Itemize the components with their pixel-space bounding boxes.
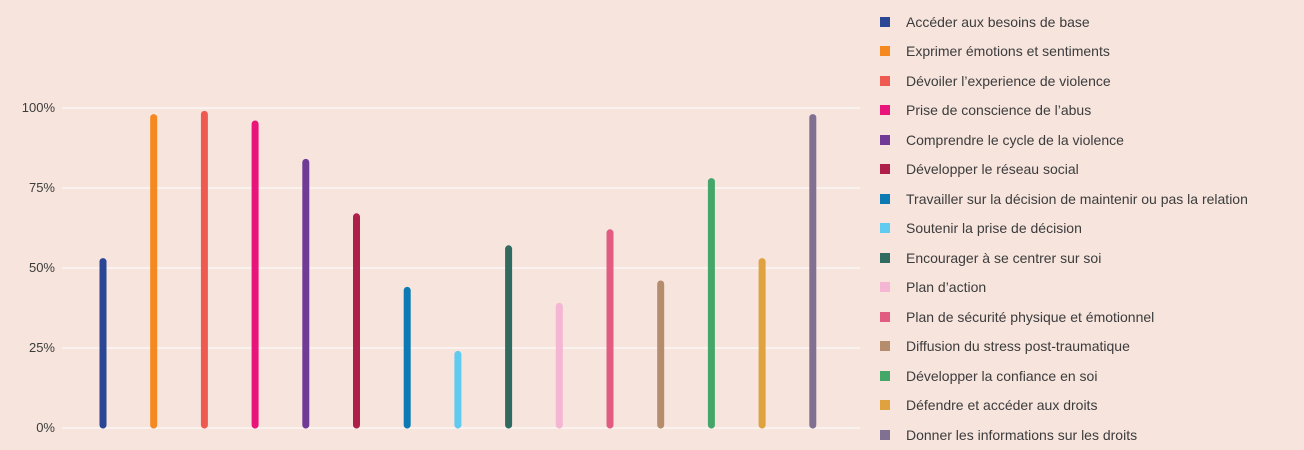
legend-item: Travailler sur la décision de maintenir … [880,184,1304,214]
legend-label: Soutenir la prise de décision [906,220,1082,237]
legend-label: Exprimer émotions et sentiments [906,43,1110,60]
legend-label: Plan de sécurité physique et émotionnel [906,308,1155,325]
legend: Accéder aux besoins de base Exprimer émot… [880,7,1304,450]
legend-item: Prise de conscience de l’abus [880,96,1304,126]
y-axis: 0% 25% 50% 75% 100% [22,100,56,435]
legend-item: Soutenir la prise de décision [880,214,1304,244]
legend-swatch [880,193,890,204]
legend-label: Défendre et accéder aux droits [906,397,1098,414]
legend-item: Dévoiler l’experience de violence [880,66,1304,96]
legend-swatch [880,105,890,116]
y-tick-label: 25% [29,340,55,355]
legend-swatch [880,134,890,145]
legend-label: Plan d’action [906,279,987,296]
legend-item: Développer la confiance en soi [880,361,1304,391]
legend-label: Travailler sur la décision de maintenir … [906,190,1248,207]
legend-swatch [880,75,890,86]
legend-label: Donner les informations sur les droits [906,426,1138,443]
legend-swatch [880,223,890,234]
legend-swatch [880,16,890,27]
legend-swatch [880,164,890,175]
legend-swatch [880,370,890,381]
bars [99,110,817,429]
legend-item: Accéder aux besoins de base [880,7,1304,37]
legend-label: Accéder aux besoins de base [906,13,1090,30]
legend-swatch [880,46,890,57]
y-tick-label: 75% [29,180,55,195]
grid-lines [62,107,860,429]
legend-item: Défendre et accéder aux droits [880,391,1304,421]
y-tick-label: 100% [22,100,56,115]
legend-swatch [880,282,890,293]
legend-label: Comprendre le cycle de la violence [906,131,1124,148]
legend-swatch [880,400,890,411]
legend-label: Dévoiler l’experience de violence [906,72,1111,89]
legend-label: Prise de conscience de l’abus [906,102,1092,119]
legend-swatch [880,429,890,440]
legend-label: Encourager à se centrer sur soi [906,249,1102,266]
legend-swatch [880,252,890,263]
legend-item: Développer le réseau social [880,155,1304,185]
legend-swatch [880,341,890,352]
chart: 0% 25% 50% 75% 100% [22,100,860,435]
legend-item: Diffusion du stress post-traumatique [880,332,1304,362]
legend-label: Développer le réseau social [906,161,1079,178]
legend-item: Plan de sécurité physique et émotionnel [880,302,1304,332]
y-tick-label: 0% [36,420,55,435]
legend-item: Donner les informations sur les droits [880,420,1304,450]
legend-item: Encourager à se centrer sur soi [880,243,1304,273]
y-tick-label: 50% [29,260,55,275]
legend-swatch [880,311,890,322]
legend-label: Diffusion du stress post-traumatique [906,338,1130,355]
legend-item: Exprimer émotions et sentiments [880,37,1304,67]
legend-item: Plan d’action [880,273,1304,303]
legend-label: Développer la confiance en soi [906,367,1098,384]
legend-item: Comprendre le cycle de la violence [880,125,1304,155]
